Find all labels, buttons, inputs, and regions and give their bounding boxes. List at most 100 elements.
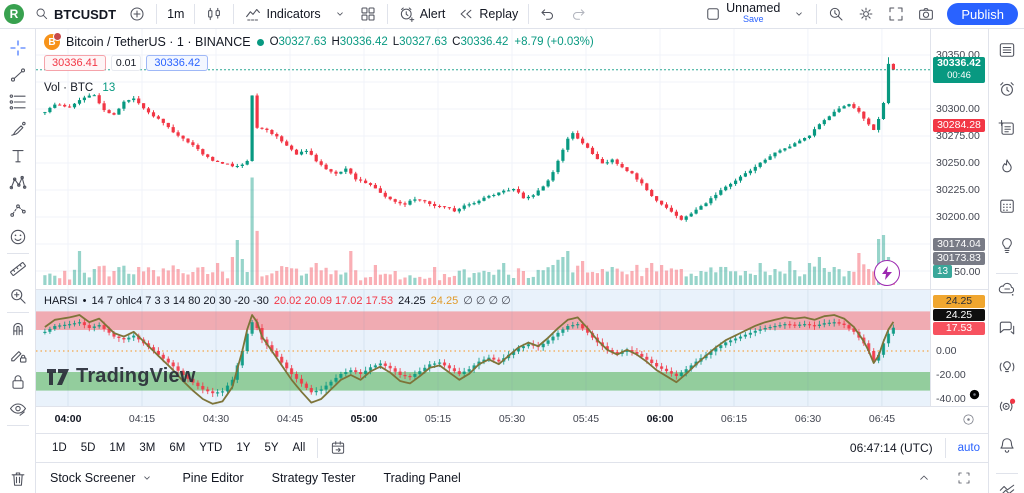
- price-axis[interactable]: 30350.00 30300.00 30275.00 30250.00 30225.00…: [930, 29, 988, 290]
- clock-area: 06:47:14 (UTC) auto: [850, 438, 980, 458]
- fullscreen-button[interactable]: [881, 2, 911, 26]
- indicators-icon: [244, 5, 262, 23]
- range-1y-button[interactable]: 1Y: [230, 439, 256, 457]
- sell-button[interactable]: 30336.41: [44, 55, 106, 71]
- search-icon: [34, 6, 50, 22]
- price-tick: 30225.00: [936, 184, 980, 196]
- symbol-search-button[interactable]: BTCUSDT: [28, 2, 122, 26]
- undo-button[interactable]: [533, 2, 563, 26]
- divider: [194, 4, 196, 24]
- time-tick: 06:30: [794, 413, 822, 425]
- harsi-pane-canvas[interactable]: [36, 290, 930, 407]
- realtime-dot: [256, 38, 264, 46]
- bell-icon[interactable]: [993, 432, 1021, 458]
- note-plus-icon[interactable]: [993, 115, 1021, 141]
- save-layout-button[interactable]: Unnamed Save: [698, 2, 786, 26]
- indicators-button[interactable]: Indicators: [238, 2, 326, 26]
- time-axis[interactable]: 04:00 04:15 04:30 04:45 05:00 05:15 05:30 05:45…: [36, 407, 988, 433]
- footer-tab-trading-panel[interactable]: Trading Panel: [383, 471, 461, 485]
- symbol-title[interactable]: Bitcoin / TetherUS · 1 · BINANCE: [66, 35, 251, 49]
- ohlc-item: H30336.42: [331, 36, 388, 48]
- multichart-layout-button[interactable]: [353, 2, 383, 26]
- range-1m-button[interactable]: 1M: [103, 439, 131, 457]
- range-5y-button[interactable]: 5Y: [258, 439, 284, 457]
- emoji-icon[interactable]: [4, 224, 32, 250]
- panel-maximize-button[interactable]: [950, 465, 978, 491]
- buy-button[interactable]: 30336.42: [146, 55, 209, 71]
- range-all-button[interactable]: All: [287, 439, 312, 457]
- trade-lightning-button[interactable]: [874, 260, 900, 286]
- quick-search-button[interactable]: [821, 2, 851, 26]
- scroll-to-realtime-button[interactable]: [961, 412, 976, 432]
- interval-button[interactable]: 1m: [161, 2, 190, 26]
- publish-button[interactable]: Publish: [947, 3, 1018, 25]
- text-icon[interactable]: [4, 143, 32, 169]
- redo-button[interactable]: [563, 2, 593, 26]
- range-1d-button[interactable]: 1D: [46, 439, 73, 457]
- main-chart-canvas[interactable]: [36, 29, 930, 290]
- trend-line-icon[interactable]: [4, 62, 32, 88]
- footer-tab-strategy-tester[interactable]: Strategy Tester: [271, 471, 356, 485]
- forecast-icon[interactable]: [4, 197, 32, 223]
- save-label[interactable]: Save: [743, 14, 764, 24]
- range-ytd-button[interactable]: YTD: [193, 439, 228, 457]
- avatar[interactable]: R: [4, 4, 24, 24]
- goto-date-button[interactable]: [324, 435, 352, 461]
- harsi-red-label: 17.53: [933, 322, 985, 335]
- xabcd-icon[interactable]: [4, 170, 32, 196]
- pane-target-icon[interactable]: [967, 387, 982, 407]
- alarm-icon[interactable]: [993, 76, 1021, 102]
- fib-icon[interactable]: [4, 89, 32, 115]
- calendar-icon[interactable]: [993, 193, 1021, 219]
- chat-icon[interactable]: [993, 315, 1021, 341]
- trash-icon[interactable]: [4, 466, 32, 492]
- bulb-waves-icon[interactable]: [993, 354, 1021, 380]
- volume-legend[interactable]: Vol · BTC 13: [44, 82, 115, 94]
- flame-icon[interactable]: [993, 154, 1021, 180]
- symbol-legend: B Bitcoin / TetherUS · 1 · BINANCE O3032…: [44, 32, 594, 50]
- harsi-black-value: 24.25: [398, 294, 426, 307]
- harsi-legend[interactable]: HARSI • 14 7 ohlc4 7 3 3 14 80 20 30 -20…: [44, 294, 511, 308]
- cloud-chat-icon[interactable]: [993, 276, 1021, 302]
- harsi-orange-label: 24.25: [933, 295, 985, 308]
- ruler-icon[interactable]: [4, 256, 32, 282]
- replay-button[interactable]: Replay: [451, 2, 524, 26]
- ohlc-values: O30327.63 H30336.42 L30327.63 C30336.42: [270, 36, 509, 48]
- alert-button[interactable]: Alert: [392, 2, 452, 26]
- oversold-band: [36, 372, 930, 391]
- compare-button[interactable]: [122, 2, 152, 26]
- eye-cross-icon[interactable]: [4, 396, 32, 422]
- broadcast-icon[interactable]: [993, 393, 1021, 419]
- snapshot-button[interactable]: [911, 2, 941, 26]
- time-tick: 06:45: [868, 413, 896, 425]
- brush-icon[interactable]: [4, 116, 32, 142]
- pencil-lock-icon[interactable]: [4, 342, 32, 368]
- time-tick: 05:30: [498, 413, 526, 425]
- alert-clock-icon: [398, 5, 416, 23]
- range-5d-button[interactable]: 5D: [75, 439, 102, 457]
- zoom-in-icon[interactable]: [4, 283, 32, 309]
- harsi-axis[interactable]: 0.00 -20.00 -40.00 24.25 24.25 17.53: [930, 290, 988, 407]
- zigzag-icon[interactable]: [993, 476, 1021, 493]
- magnet-icon[interactable]: [4, 315, 32, 341]
- crosshair-icon[interactable]: [4, 35, 32, 61]
- range-6m-button[interactable]: 6M: [163, 439, 191, 457]
- settings-button[interactable]: [851, 2, 881, 26]
- indicator-templates-chevron[interactable]: [327, 2, 353, 26]
- harsi-tick: -20.00: [936, 369, 966, 381]
- panel-expand-button[interactable]: [910, 465, 938, 491]
- layout-menu-chevron[interactable]: [786, 2, 812, 26]
- adjust-toggle[interactable]: auto: [957, 442, 980, 454]
- footer-tab-pine-editor[interactable]: Pine Editor: [182, 471, 244, 485]
- footer-tab-stock-screener[interactable]: Stock Screener: [50, 471, 154, 485]
- divider: [995, 273, 1018, 274]
- bulb-icon[interactable]: [993, 232, 1021, 258]
- range-3m-button[interactable]: 3M: [133, 439, 161, 457]
- watchlist-icon[interactable]: [993, 37, 1021, 63]
- utc-clock[interactable]: 06:47:14 (UTC): [849, 441, 933, 455]
- lock-icon[interactable]: [4, 369, 32, 395]
- price-tick: 30275.00: [936, 130, 980, 142]
- pane-separator[interactable]: [36, 289, 988, 290]
- chart-type-button[interactable]: [199, 2, 229, 26]
